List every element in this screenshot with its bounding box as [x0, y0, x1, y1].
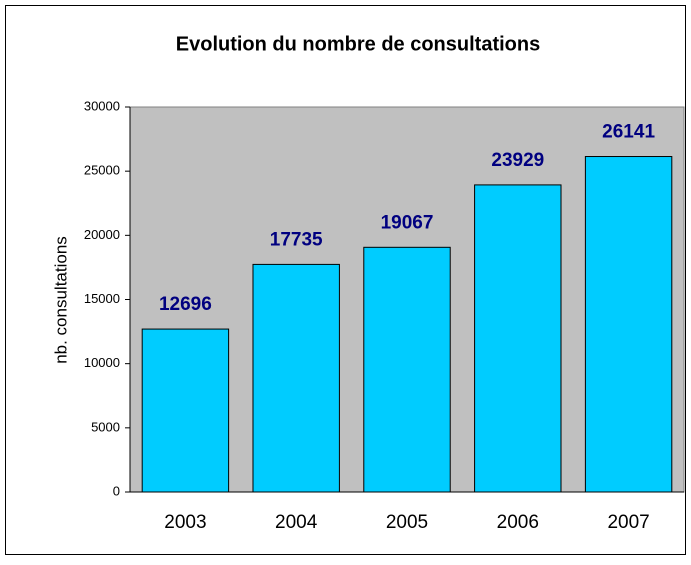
data-label: 26141 — [602, 122, 655, 143]
chart-title: Evolution du nombre de consultations — [176, 33, 540, 55]
y-tick-label: 10000 — [84, 355, 120, 370]
x-tick-label: 2003 — [164, 512, 206, 533]
y-tick-label: 5000 — [91, 419, 120, 434]
bar — [584, 156, 673, 493]
x-tick-label: 2004 — [275, 512, 318, 533]
data-label: 12696 — [159, 294, 212, 315]
y-tick-label: 25000 — [84, 163, 120, 178]
data-label: 17735 — [270, 229, 323, 250]
bar — [474, 184, 562, 493]
x-tick-label: 2005 — [386, 512, 428, 533]
y-tick-label: 0 — [113, 483, 120, 498]
x-tick-label: 2006 — [497, 512, 539, 533]
data-label: 23929 — [491, 150, 544, 171]
y-tick-label: 15000 — [84, 291, 120, 306]
x-tick-label: 2007 — [607, 512, 649, 533]
y-tick-label: 30000 — [84, 98, 120, 113]
bar — [363, 246, 451, 493]
bar — [252, 263, 340, 493]
y-axis-label: nb. consultations — [51, 236, 70, 364]
y-tick-label: 20000 — [84, 227, 120, 242]
bar — [141, 328, 230, 493]
data-label: 19067 — [381, 212, 434, 233]
